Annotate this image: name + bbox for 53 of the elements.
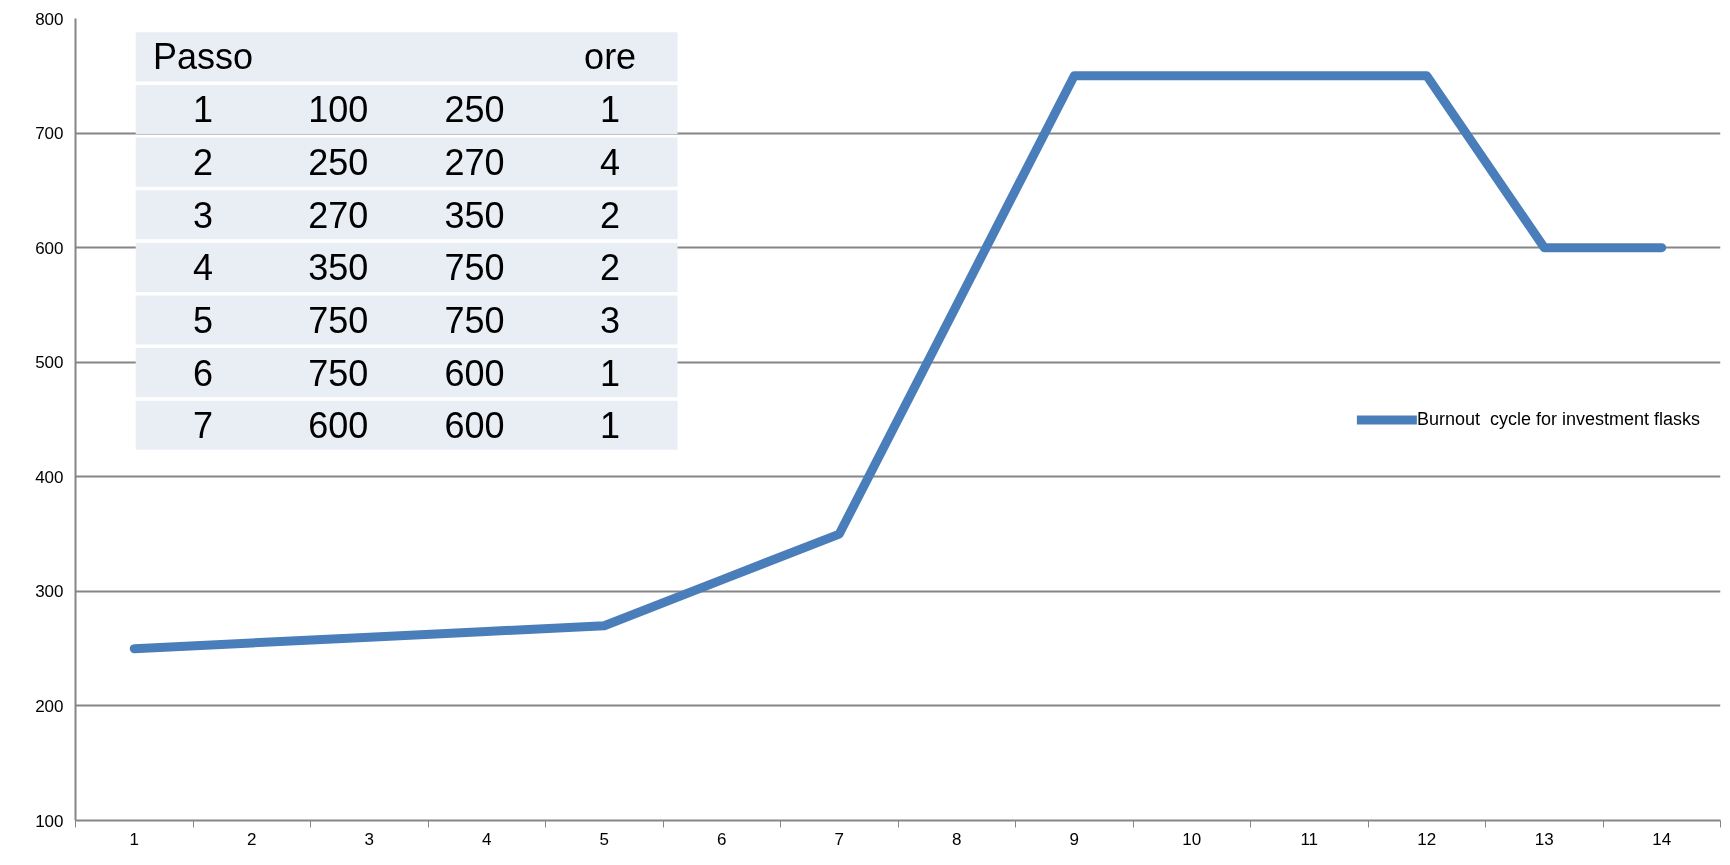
annotation: 4 xyxy=(600,142,621,184)
annotation: Passo xyxy=(153,36,254,78)
annotation: 750 xyxy=(444,247,505,289)
annotation: 350 xyxy=(444,194,505,236)
annotation: 270 xyxy=(444,142,505,184)
annotation: 270 xyxy=(308,194,369,236)
annotation: 3 xyxy=(193,194,214,236)
x-tick-label: 6 xyxy=(717,829,727,849)
annotation: 250 xyxy=(308,142,369,184)
annotation: 350 xyxy=(308,247,369,289)
x-tick-label: 1 xyxy=(129,829,139,849)
annotation: ore xyxy=(584,36,637,78)
x-tick-label: 14 xyxy=(1652,829,1672,849)
x-tick-label: 3 xyxy=(364,829,374,849)
y-tick-label: 200 xyxy=(35,696,64,716)
x-tick-label: 9 xyxy=(1069,829,1079,849)
x-tick-label: 10 xyxy=(1182,829,1202,849)
annotation: 2 xyxy=(193,142,214,184)
y-tick-label: 100 xyxy=(35,811,64,831)
annotation: 1 xyxy=(600,405,621,447)
x-tick-label: 8 xyxy=(952,829,962,849)
annotation: 1 xyxy=(600,89,621,131)
annotation: 2 xyxy=(600,247,621,289)
annotation: 250 xyxy=(444,89,505,131)
y-tick-label: 700 xyxy=(35,124,64,144)
annotation: 7 xyxy=(193,405,214,447)
x-tick-label: 12 xyxy=(1417,829,1437,849)
annotation: 3 xyxy=(600,300,621,341)
annotation: 2 xyxy=(600,194,621,236)
y-tick-label: 800 xyxy=(35,9,64,29)
x-tick-label: 11 xyxy=(1300,829,1319,849)
annotation: 600 xyxy=(444,352,505,394)
x-tick-label: 4 xyxy=(482,829,492,849)
x-tick-label: 5 xyxy=(599,829,609,849)
y-tick-label: 600 xyxy=(35,238,64,258)
y-tick-label: 400 xyxy=(35,467,64,487)
annotation: 600 xyxy=(308,405,369,447)
annotation: 750 xyxy=(308,300,369,341)
annotation: 6 xyxy=(193,352,214,394)
annotation: 4 xyxy=(193,247,214,289)
annotation: 750 xyxy=(444,300,505,341)
x-tick-label: 2 xyxy=(247,829,257,849)
annotation: 100 xyxy=(308,89,369,131)
annotation: 5 xyxy=(193,300,214,341)
x-tick-label: 7 xyxy=(834,829,844,849)
annotation: 750 xyxy=(308,352,369,394)
y-tick-label: 300 xyxy=(35,582,64,602)
annotation: 1 xyxy=(193,89,214,131)
annotation: 1 xyxy=(600,352,621,394)
x-tick-label: 13 xyxy=(1534,829,1554,849)
annotation: 600 xyxy=(444,405,505,447)
legend-label: Burnout cycle for investment flasks xyxy=(1416,408,1700,430)
y-tick-label: 500 xyxy=(35,353,64,373)
